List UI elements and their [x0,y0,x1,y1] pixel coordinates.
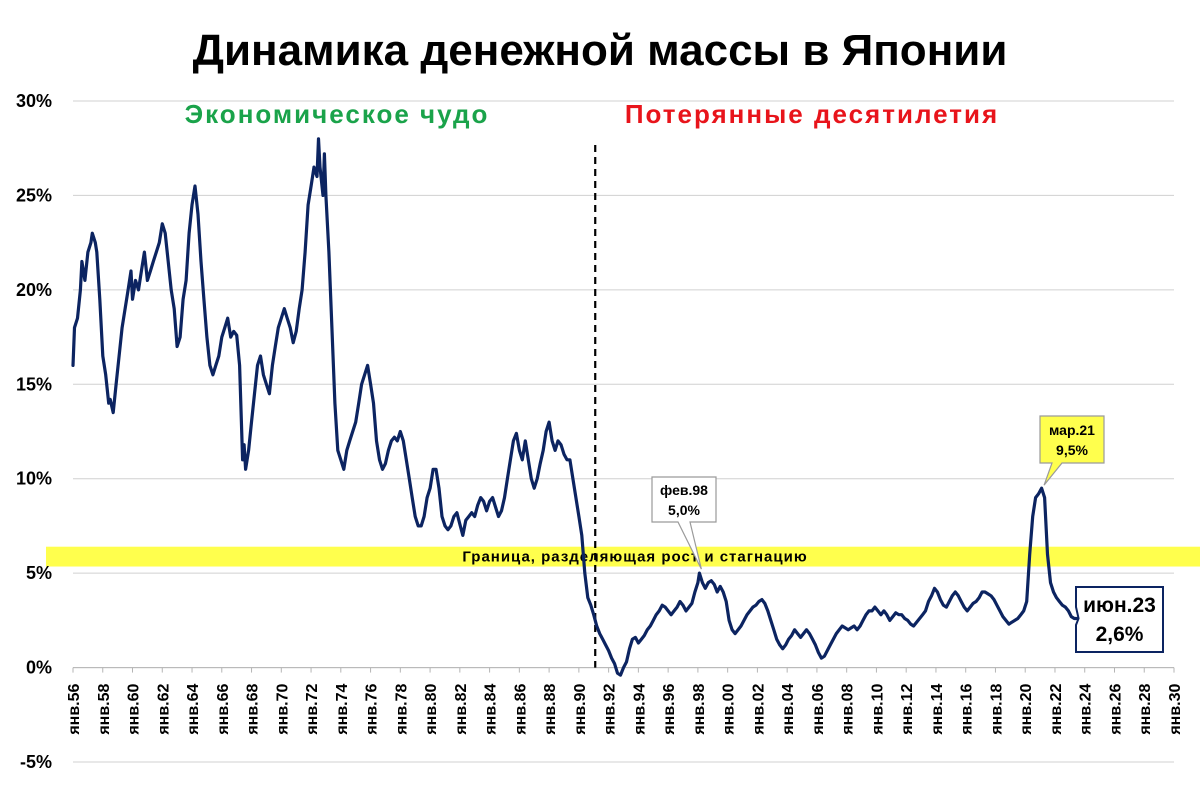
x-tick-label: янв.74 [334,683,351,735]
x-tick-label: янв.00 [721,683,738,735]
x-tick-label: янв.72 [304,683,321,735]
y-tick-label: 0% [26,658,52,678]
y-tick-label: 5% [26,563,52,583]
annotations: фев.98 5,0% мар.21 9,5% июн.23 2,6% [651,415,1164,653]
x-tick-label: янв.24 [1078,683,1095,735]
x-tick-label: янв.18 [988,683,1005,735]
x-tick-label: янв.70 [274,683,291,735]
annotation-feb98-date: фев.98 [660,482,708,498]
x-tick-label: янв.26 [1107,683,1124,735]
x-tick-label: янв.58 [96,683,113,735]
x-tick-label: янв.90 [572,683,589,735]
annotation-feb98-value: 5,0% [668,502,700,518]
x-tick-label: янв.20 [1018,683,1035,735]
y-axis: 30% 25% 20% 15% 10% 5% 0% -5% [16,91,52,772]
stagnation-band-label: Граница, разделяющая рост и стагнацию [462,549,807,566]
x-tick-label: янв.80 [423,683,440,735]
x-tick-label: янв.12 [899,683,916,735]
x-tick-label: янв.28 [1137,683,1154,735]
x-tick-label: янв.86 [512,683,529,735]
series-layer [71,137,1079,677]
y-tick-label: 20% [16,280,52,300]
stagnation-band-rect [46,546,1200,567]
y-tick-label: -5% [20,752,52,772]
x-tick-label: янв.66 [215,683,232,735]
x-tick-label: янв.92 [602,683,619,735]
x-tick-label: янв.14 [929,683,946,735]
y-tick-label: 25% [16,185,52,205]
x-tick-label: янв.76 [364,683,381,735]
x-tick-label: янв.82 [453,683,470,735]
annotation-callout-feb98 [651,476,717,570]
x-tick-label: янв.98 [691,683,708,735]
x-tick-label: янв.62 [155,683,172,735]
money-supply-series-line [71,137,1079,677]
stagnation-band: Граница, разделяющая рост и стагнацию [46,546,1200,567]
x-tick-label: янв.84 [483,683,500,735]
x-tick-label: янв.88 [542,683,559,735]
x-tick-label: янв.04 [780,683,797,735]
x-tick-label: янв.78 [393,683,410,735]
annotation-callout-jun23 [1075,586,1164,653]
x-tick-label: янв.16 [959,683,976,735]
x-tick-label: янв.96 [661,683,678,735]
annotation-mar21-date: мар.21 [1049,422,1095,438]
period-label-lost-decades: Потерянные десятилетия [625,99,999,129]
x-tick-label: янв.60 [126,683,143,735]
annotation-mar21-value: 9,5% [1056,442,1088,458]
x-tick-label: янв.56 [66,683,83,735]
y-tick-label: 15% [16,374,52,394]
annotation-jun23-date: июн.23 [1083,594,1156,617]
grid-lines [73,100,1174,763]
y-tick-label: 10% [16,469,52,489]
x-tick-label: янв.30 [1167,683,1184,735]
x-tick-label: янв.02 [750,683,767,735]
y-tick-label: 30% [16,91,52,111]
annotation-callout-mar21 [1039,415,1105,486]
x-tick-label: янв.08 [840,683,857,735]
chart-title: Динамика денежной массы в Японии [193,26,1008,75]
period-label-miracle: Экономическое чудо [185,99,490,129]
x-tick-label: янв.06 [810,683,827,735]
x-tick-label: янв.94 [631,683,648,735]
x-axis: янв.56 янв.58 янв.60 янв.62 янв.64 янв.66 янв.… [66,667,1184,736]
x-tick-label: янв.64 [185,683,202,735]
x-tick-label: янв.22 [1048,683,1065,735]
period-labels: Экономическое чудо Потерянные десятилетия [185,99,999,129]
x-tick-label: янв.68 [245,683,262,735]
annotation-jun23-value: 2,6% [1096,623,1144,646]
x-tick-label: янв.10 [869,683,886,735]
